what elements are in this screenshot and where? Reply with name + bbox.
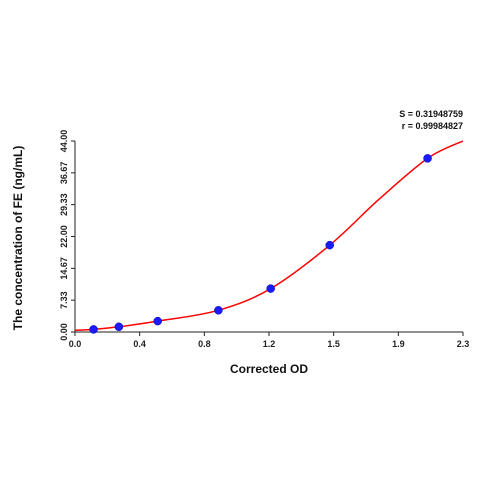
- data-point: [423, 154, 432, 163]
- data-point: [214, 306, 223, 315]
- y-tick-label: 0.00: [59, 323, 69, 341]
- x-tick-label: 0.0: [69, 339, 82, 349]
- x-tick-label: 0.4: [133, 339, 146, 349]
- x-axis-title: Corrected OD: [230, 362, 308, 376]
- data-point: [153, 316, 162, 326]
- y-axis-ticks: 0.00 7.33 14.67 22.00 29.33 36.67 44.00: [59, 130, 75, 341]
- stat-s-label: S = 0.31948759: [399, 109, 463, 119]
- fit-curve-layer: [74, 140, 464, 332]
- y-tick-label: 14.67: [59, 257, 69, 280]
- stat-r-label: r = 0.99984827: [402, 121, 463, 131]
- y-tick-label: 29.33: [59, 193, 69, 216]
- y-tick-label: 36.67: [59, 162, 69, 185]
- x-tick-label: 1.5: [327, 339, 340, 349]
- y-axis-title: The concentration of FE (ng/mL): [11, 146, 25, 331]
- fit-curve: [74, 140, 464, 332]
- x-tick-label: 0.8: [198, 339, 211, 349]
- data-point: [89, 325, 98, 334]
- data-point: [114, 322, 124, 332]
- x-axis-ticks: 0.0 0.4 0.8 1.2 1.5 1.9 2.3: [69, 332, 470, 349]
- x-tick-label: 1.9: [392, 339, 405, 349]
- y-tick-label: 22.00: [59, 225, 69, 248]
- data-point: [325, 240, 334, 250]
- x-tick-label: 2.3: [457, 339, 470, 349]
- data-point: [266, 284, 275, 293]
- data-points-layer: [89, 154, 432, 334]
- y-tick-label: 44.00: [59, 130, 69, 153]
- y-tick-label: 7.33: [59, 291, 69, 309]
- axes: [74, 141, 463, 333]
- x-tick-label: 1.2: [263, 339, 276, 349]
